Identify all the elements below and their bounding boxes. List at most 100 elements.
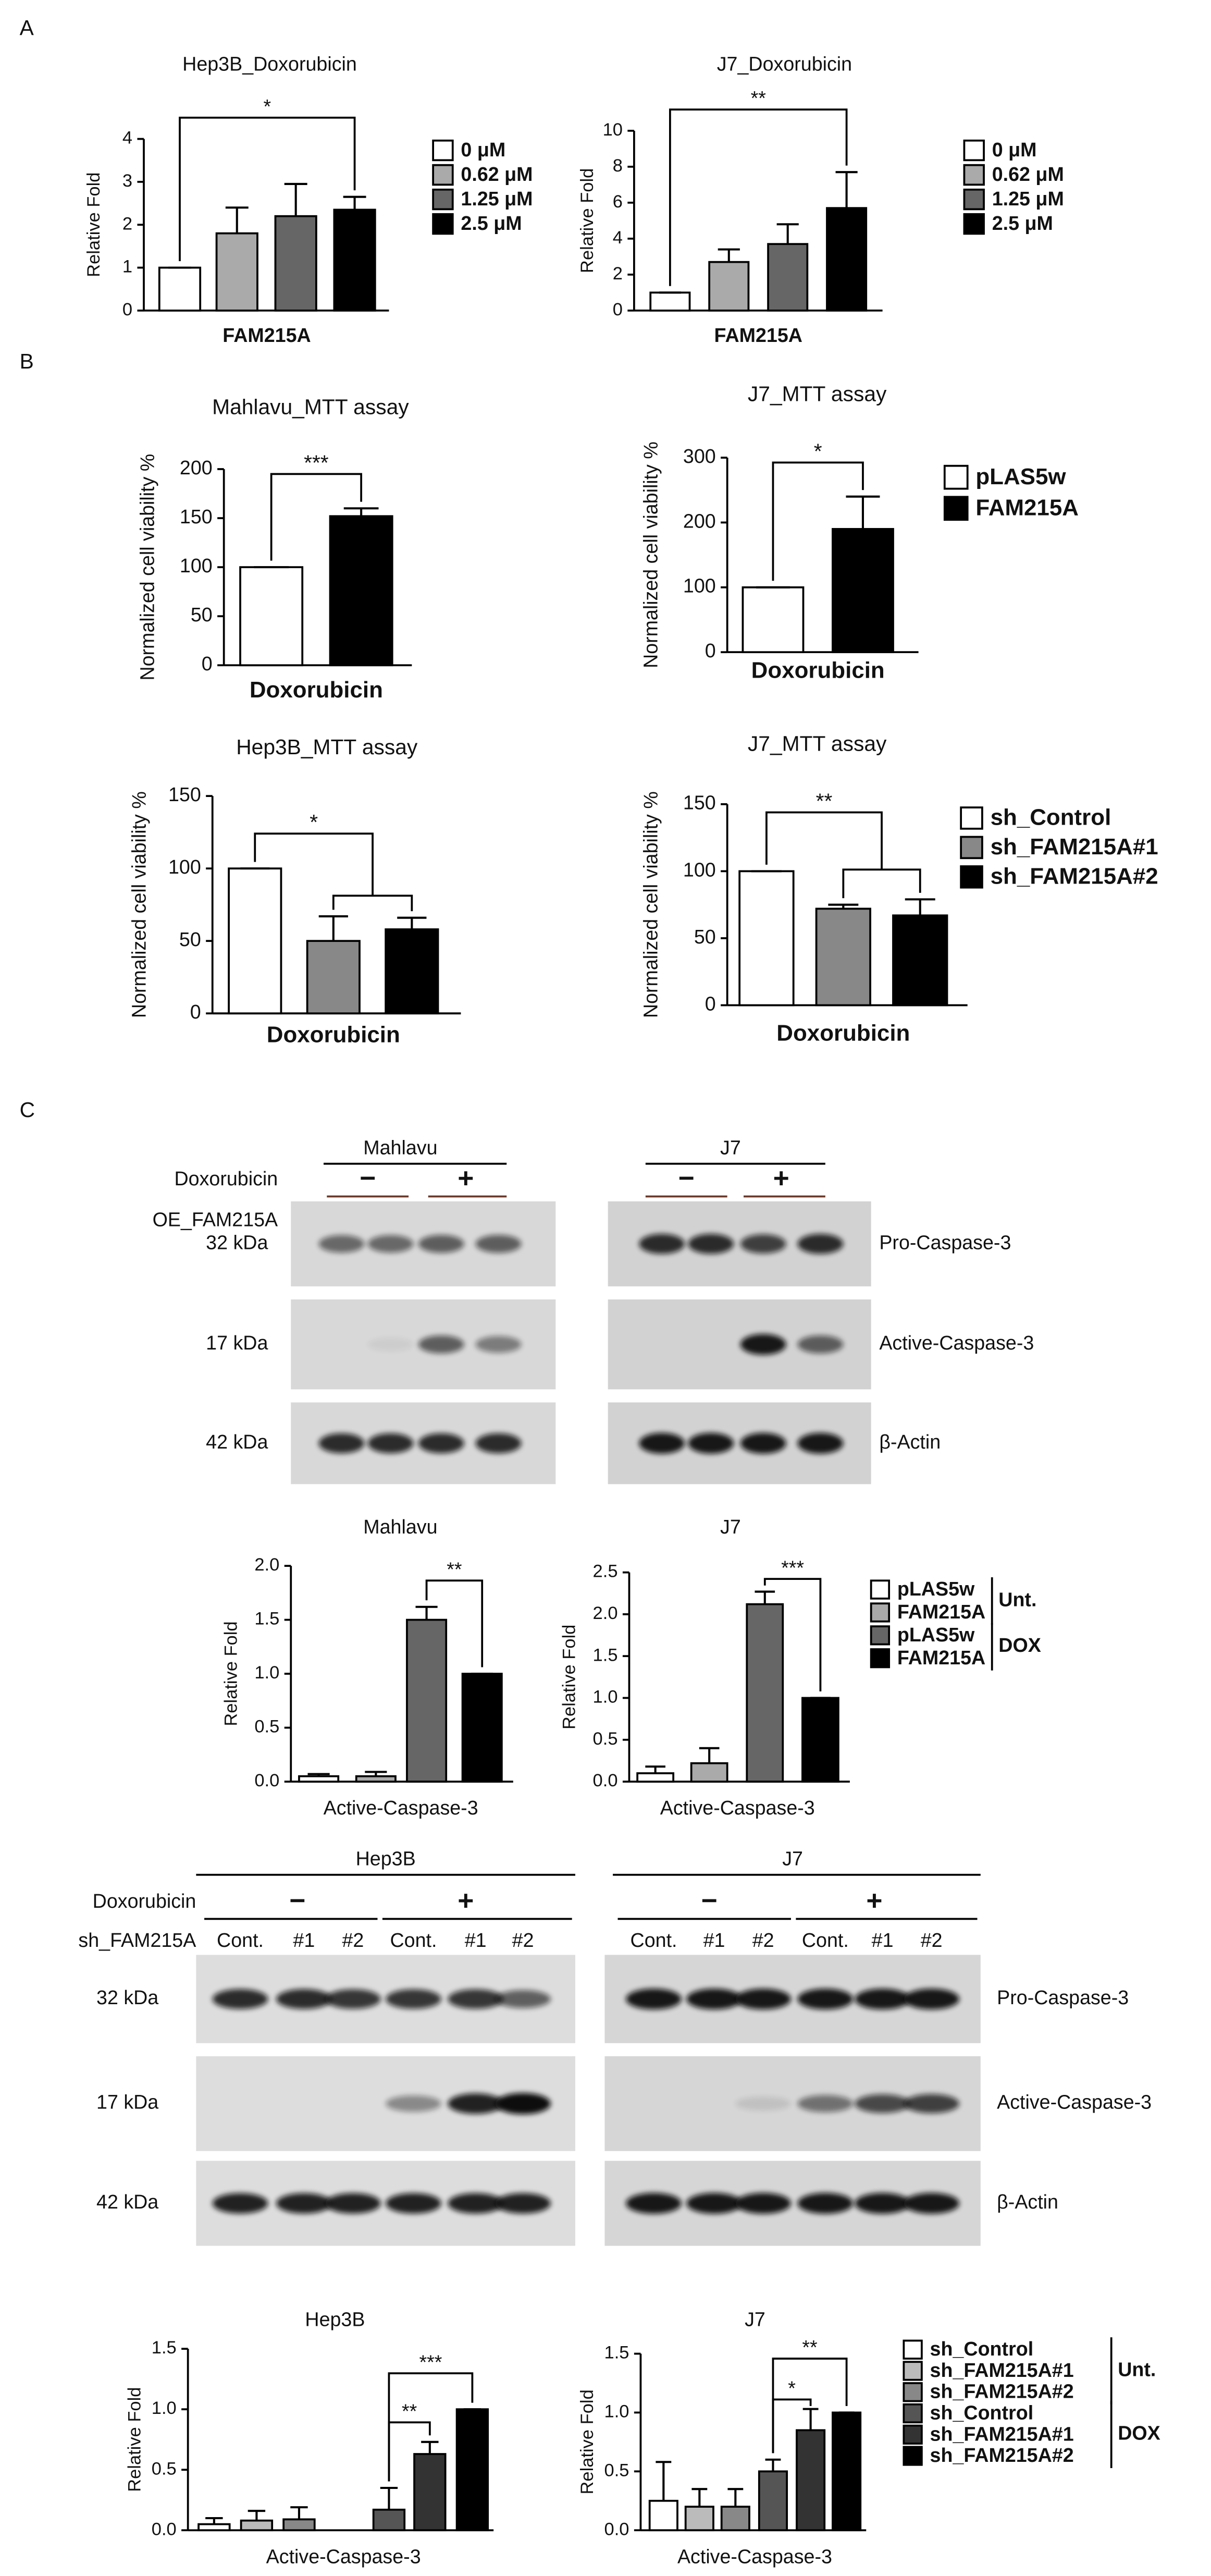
protein-label: Pro-Caspase-3 <box>879 1231 1011 1253</box>
y-tick-label: 300 <box>683 445 716 467</box>
legend-label: pLAS5w <box>897 1624 975 1646</box>
lane-label: Cont. <box>802 1929 849 1951</box>
legend-group-label: DOX <box>998 1634 1041 1656</box>
error-bar <box>727 2488 744 2507</box>
bar <box>298 1775 340 1783</box>
chart-title: Mahlavu_MTT assay <box>212 395 409 419</box>
treatment-sign: + <box>773 1163 789 1194</box>
bar <box>329 515 393 667</box>
band <box>386 1989 441 2009</box>
significance-bracket <box>254 832 413 912</box>
band <box>626 1989 682 2010</box>
group-label: J7 <box>720 1136 741 1158</box>
y-tick-label: 0 <box>705 992 716 1014</box>
lane-label: #2 <box>921 1929 943 1951</box>
y-tick-label: 0 <box>705 640 716 661</box>
significance-bracket <box>270 473 363 561</box>
x-category-label: Active-Caspase-3 <box>324 1797 478 1819</box>
bar <box>758 2470 788 2532</box>
bar <box>690 1762 728 1783</box>
error-bar <box>421 2440 439 2455</box>
y-tick-label: 100 <box>168 856 201 878</box>
band <box>325 1989 381 2009</box>
treatment-sign: − <box>289 1885 305 1916</box>
y-tick-label: 0.5 <box>593 1729 618 1749</box>
protein-label: β-Actin <box>879 1431 941 1453</box>
y-tick-label: 3 <box>122 171 132 191</box>
band <box>475 1336 522 1353</box>
treatment-sign: − <box>701 1885 718 1916</box>
x-category-label: FAM215A <box>223 324 311 346</box>
legend-label: FAM215A <box>975 495 1079 520</box>
chart-title: J7 <box>745 2309 765 2330</box>
bar <box>239 566 304 667</box>
kda-label: 17 kDa <box>96 2091 158 2113</box>
legend-label: sh_FAM215A#1 <box>930 2359 1074 2381</box>
band <box>735 1989 791 2010</box>
x-category-label: Active-Caspase-3 <box>266 2545 421 2567</box>
bar <box>355 1775 397 1783</box>
y-tick-label: 0 <box>122 300 132 320</box>
band <box>904 2094 960 2114</box>
significance-label: * <box>263 95 271 117</box>
legend-swatch <box>960 865 983 889</box>
error-bar <box>225 206 249 234</box>
y-tick-label: 0.5 <box>254 1717 279 1737</box>
error-bar <box>318 915 348 941</box>
band <box>855 2094 910 2113</box>
significance-label: * <box>814 439 822 463</box>
significance-bracket <box>765 811 921 899</box>
legend-swatch <box>963 164 985 186</box>
treatment-sign: + <box>458 1163 474 1194</box>
legend-swatch <box>943 464 969 490</box>
band <box>797 2095 854 2113</box>
band <box>276 1989 332 2009</box>
legend-swatch <box>963 139 985 162</box>
legend-label: 1.25 μM <box>461 188 533 210</box>
bar <box>274 215 317 312</box>
y-tick-label: 8 <box>613 156 623 176</box>
y-axis-label: Relative Fold <box>84 173 104 277</box>
band <box>495 2193 551 2214</box>
band <box>740 1432 786 1454</box>
y-tick-label: 0.0 <box>593 1771 618 1790</box>
kda-label: 32 kDa <box>96 1986 158 2008</box>
bar <box>801 1697 839 1783</box>
y-tick-label: 100 <box>180 555 213 576</box>
significance-bracket <box>763 1578 822 1691</box>
x-category-label: Doxorubicin <box>250 677 383 703</box>
y-axis-label: Normalized cell viability % <box>639 791 661 1018</box>
y-tick-label: 150 <box>683 792 716 814</box>
bar <box>333 208 376 312</box>
error-bar <box>835 171 858 208</box>
band <box>904 1989 960 2010</box>
band <box>448 2093 503 2114</box>
legend-label: sh_FAM215A#2 <box>930 2444 1074 2466</box>
legend-label: 0.62 μM <box>992 163 1064 185</box>
legend-label: sh_Control <box>930 2338 1034 2360</box>
x-category-label: Doxorubicin <box>776 1021 910 1046</box>
y-tick-label: 50 <box>694 926 716 948</box>
band <box>735 2096 791 2111</box>
error-bar <box>656 2461 672 2501</box>
y-axis-label: Relative Fold <box>577 168 597 273</box>
significance-label: *** <box>419 2351 442 2373</box>
y-tick-label: 50 <box>191 604 213 625</box>
error-bar <box>776 223 799 244</box>
panel-label: A <box>20 16 34 40</box>
error-bar <box>290 2506 308 2520</box>
band <box>797 1989 854 2010</box>
y-tick-label: 1.0 <box>254 1663 279 1683</box>
legend-swatch <box>963 188 985 211</box>
group-label: Hep3B <box>356 1847 416 1869</box>
group-label: Mahlavu <box>363 1136 437 1158</box>
x-category-label: FAM215A <box>714 324 802 346</box>
bar <box>413 2453 447 2532</box>
chart-title: Hep3B <box>305 2309 365 2330</box>
significance-label: ** <box>447 1558 462 1580</box>
band <box>855 1989 910 2010</box>
y-tick-label: 6 <box>613 192 623 212</box>
bar <box>240 2519 274 2532</box>
bar <box>767 243 809 312</box>
band <box>686 2193 742 2214</box>
